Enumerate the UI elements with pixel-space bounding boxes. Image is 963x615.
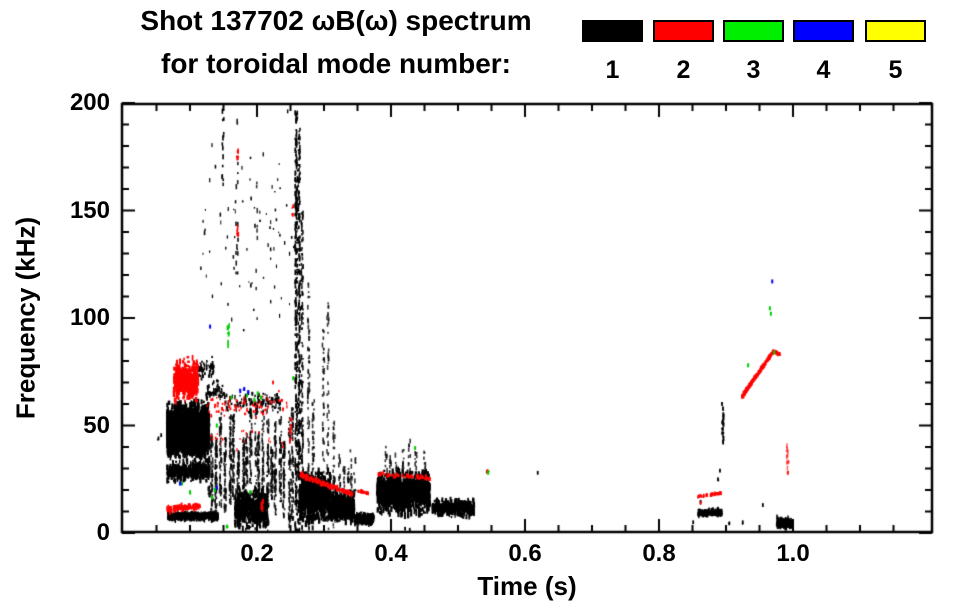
legend-label-mode-4: 4 <box>816 56 831 84</box>
y-tick-label-200: 200 <box>69 89 110 116</box>
y-tick-label-100: 100 <box>69 304 110 331</box>
x-tick-label-0.2: 0.2 <box>240 540 274 567</box>
legend-swatch-mode-1 <box>582 20 643 42</box>
legend-swatch-mode-3 <box>723 20 784 42</box>
y-axis-title: Frequency (kHz) <box>10 216 41 420</box>
legend-label-mode-1: 1 <box>605 56 620 84</box>
legend-label-mode-3: 3 <box>746 56 761 84</box>
legend-swatch-mode-2 <box>653 20 714 42</box>
legend-label-mode-5: 5 <box>888 56 903 84</box>
x-tick-label-0.8: 0.8 <box>642 540 676 567</box>
x-tick-label-0.4: 0.4 <box>374 540 408 567</box>
legend-swatch-mode-4 <box>793 20 854 42</box>
legend-swatch-mode-5 <box>865 20 926 42</box>
figure-title-line2: for toroidal mode number: <box>161 48 511 79</box>
y-tick-label-50: 50 <box>83 411 110 439</box>
x-axis-title: Time (s) <box>477 571 577 601</box>
x-tick-label-1.0: 1.0 <box>776 540 810 567</box>
x-tick-label-0.6: 0.6 <box>508 540 542 567</box>
y-tick-label-0: 0 <box>96 519 110 546</box>
figure-title-line1: Shot 137702 ωB(ω) spectrum <box>140 5 532 36</box>
legend-label-mode-2: 2 <box>676 56 691 84</box>
y-tick-label-150: 150 <box>69 196 110 224</box>
